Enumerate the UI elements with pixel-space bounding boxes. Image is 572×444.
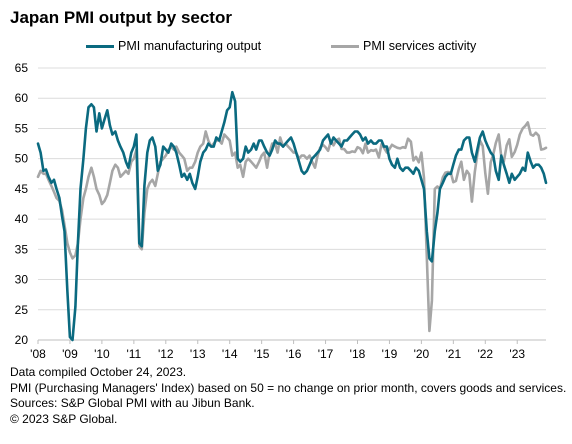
- y-tick-label: 50: [15, 152, 29, 166]
- x-tick-label: '11: [126, 347, 141, 361]
- series-line-manufacturing: [36, 90, 548, 342]
- x-tick-label: '08: [30, 347, 46, 361]
- chart-title: Japan PMI output by sector: [10, 8, 232, 27]
- series-line-services: [36, 121, 548, 333]
- footnote-sources: Sources: S&P Global PMI with au Jibun Ba…: [10, 396, 255, 410]
- footnotes: Data compiled October 24, 2023. PMI (Pur…: [10, 365, 566, 427]
- y-tick-label: 35: [15, 242, 29, 256]
- y-tick-label: 40: [15, 212, 29, 226]
- legend-label-manufacturing: PMI manufacturing output: [118, 39, 262, 53]
- y-tick-label: 55: [15, 121, 29, 135]
- x-tick-label: '14: [222, 347, 238, 361]
- legend-swatch-manufacturing: [86, 44, 114, 48]
- y-axis-ticks: 20 25 30 35 40 45 50 55 60 65: [15, 61, 29, 347]
- series-lines: [36, 90, 548, 342]
- y-tick-label: 20: [15, 333, 29, 347]
- x-tick-label: '10: [94, 347, 110, 361]
- x-axis-ticks: '08 '09 '10 '11 '12 '13 '14 '15 '16 '17 '18 '19 '20 '…: [30, 340, 525, 361]
- footnote-copyright: © 2023 S&P Global.: [10, 411, 118, 426]
- legend-swatch-services: [331, 44, 359, 48]
- legend-item-services: PMI services activity: [331, 39, 476, 53]
- x-tick-label: '21: [446, 347, 462, 361]
- gridlines: [38, 67, 546, 341]
- x-tick-label: '18: [350, 347, 366, 361]
- legend-label-services: PMI services activity: [363, 39, 477, 53]
- legend-item-manufacturing: PMI manufacturing output: [86, 39, 261, 53]
- x-tick-label: '15: [254, 347, 270, 361]
- x-tick-label: '12: [158, 347, 174, 361]
- x-tick-label: '20: [414, 347, 430, 361]
- x-tick-label: '22: [477, 347, 493, 361]
- y-tick-label: 65: [15, 61, 29, 75]
- x-tick-label: '09: [62, 347, 78, 361]
- x-tick-label: '13: [190, 347, 206, 361]
- x-tick-label: '19: [382, 347, 398, 361]
- chart-legend: PMI manufacturing output PMI services ac…: [0, 39, 572, 57]
- x-tick-label: '16: [286, 347, 302, 361]
- footnote-pmi-definition: PMI (Purchasing Managers' Index) based o…: [10, 380, 567, 395]
- y-tick-label: 45: [15, 182, 29, 196]
- y-tick-label: 60: [15, 91, 29, 105]
- x-tick-label: '17: [318, 347, 334, 361]
- footnote-data-compiled: Data compiled October 24, 2023.: [10, 365, 187, 379]
- y-tick-label: 25: [15, 303, 29, 317]
- x-tick-label: '23: [509, 347, 525, 361]
- y-tick-label: 30: [15, 273, 29, 287]
